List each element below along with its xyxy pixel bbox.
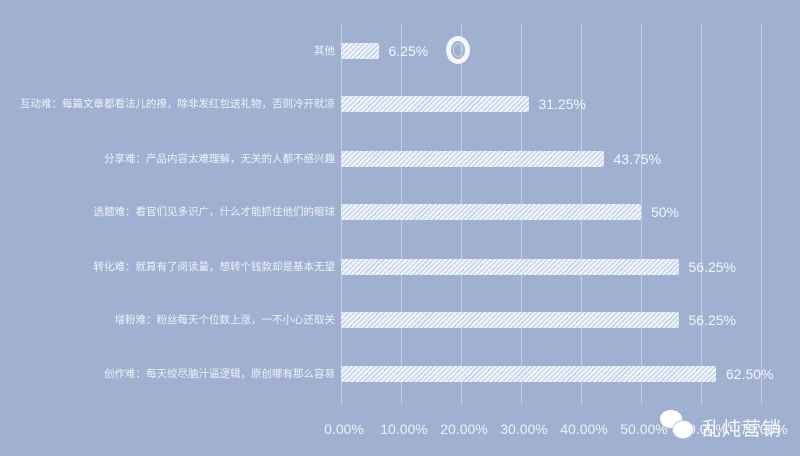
value-label: 62.50% [726, 366, 774, 382]
bar [341, 204, 641, 220]
value-label: 31.25% [538, 96, 586, 112]
bar [341, 151, 604, 167]
bar [341, 366, 716, 382]
gridline [761, 24, 762, 404]
value-label: 6.25% [388, 43, 429, 59]
watermark: 乱炖营销 [660, 410, 782, 444]
bar [341, 96, 529, 112]
wechat-icon [660, 410, 700, 444]
x-tick-label: 50.00% [620, 421, 668, 437]
category-label: 创作难：每天绞尽脑汁逼逻辑，原创哪有那么容易 [104, 368, 335, 380]
x-tick-label: 40.00% [560, 421, 608, 437]
gridline [641, 24, 642, 404]
value-label: 43.75% [613, 151, 661, 167]
x-tick-label: 0.00% [324, 421, 364, 437]
ring-decoration-icon [446, 36, 470, 64]
watermark-text: 乱炖营销 [702, 417, 783, 440]
x-tick-label: 70.00% [740, 421, 788, 437]
x-tick-label: 20.00% [440, 421, 488, 437]
gridline [701, 24, 702, 404]
category-label: 转化难：就算有了阅读量，想转个钱款却是基本无望 [93, 261, 336, 273]
x-tick-label: 10.00% [380, 421, 428, 437]
bar [341, 312, 679, 328]
category-label: 其他 [314, 45, 335, 57]
value-label: 56.25% [688, 312, 736, 328]
value-label: 56.25% [688, 259, 736, 275]
bar [341, 43, 379, 59]
category-label: 选题难：看官们见多识广，什么才能抓住他们的眼球 [93, 206, 336, 218]
bar [341, 259, 679, 275]
value-label: 50% [651, 204, 680, 220]
category-label: 增粉难：粉丝每天个位数上涨，一不小心还取关 [114, 314, 336, 326]
category-label: 互动难：每篇文章都看法儿的撩，除非发红包送礼物，否则冷开就凉 [20, 98, 335, 110]
category-label: 分享难：产品内容太难理解，无关的人都不感兴趣 [104, 153, 335, 165]
x-tick-label: 30.00% [500, 421, 548, 437]
